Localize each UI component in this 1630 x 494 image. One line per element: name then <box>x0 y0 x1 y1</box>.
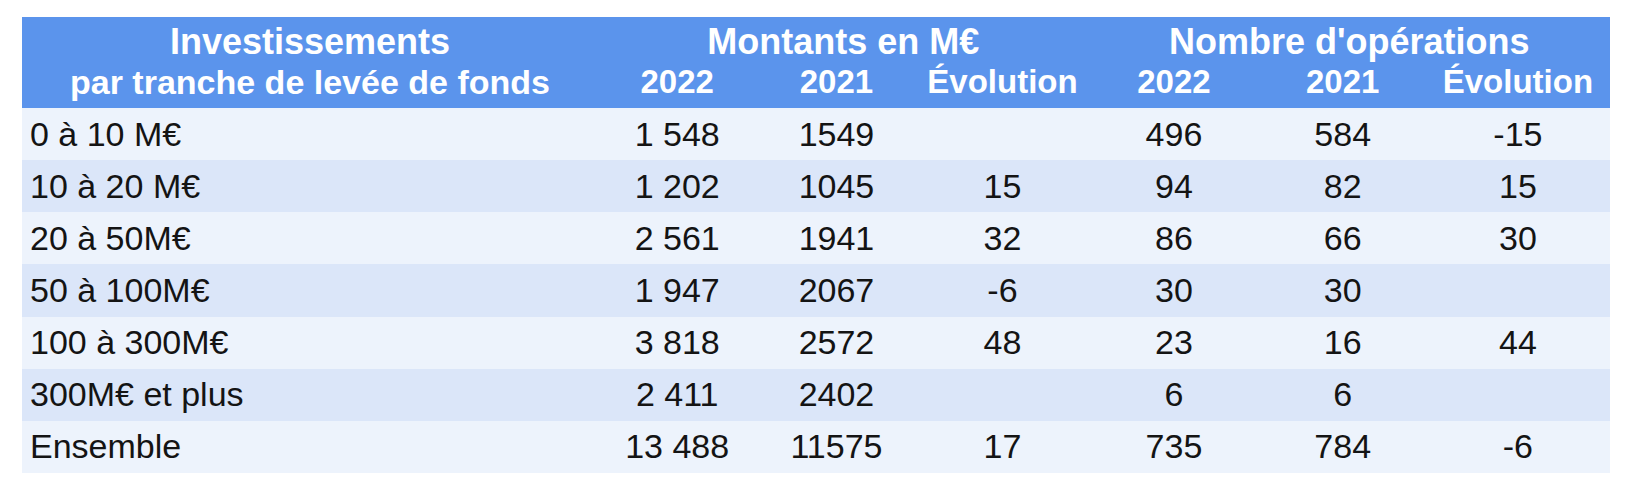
header-operations-2022: 2022 <box>1088 63 1259 101</box>
header-operations-2021: 2021 <box>1259 63 1425 101</box>
header-montants-2021: 2021 <box>756 63 916 101</box>
row-label: 100 à 300M€ <box>22 323 598 362</box>
investments-table: Investissements Montants en M€ Nombre d'… <box>22 17 1610 473</box>
cell-montants-2021: 1941 <box>756 219 916 258</box>
row-label: 300M€ et plus <box>22 375 598 414</box>
cell-operations-evolution: 15 <box>1426 167 1610 206</box>
row-label: 50 à 100M€ <box>22 271 598 310</box>
header-montants-evolution: Évolution <box>916 63 1088 101</box>
cell-montants-2022: 2 411 <box>598 375 756 414</box>
cell-montants-2021: 11575 <box>756 427 916 466</box>
cell-operations-2021: 82 <box>1259 167 1425 206</box>
table-row: 50 à 100M€ 1 947 2067 -6 30 30 <box>22 264 1610 316</box>
header-operations-evolution: Évolution <box>1426 63 1610 101</box>
cell-operations-2022: 23 <box>1088 323 1259 362</box>
row-label: Ensemble <box>22 427 598 466</box>
header-montants-2022: 2022 <box>598 63 756 101</box>
cell-operations-evolution: -15 <box>1426 115 1610 154</box>
cell-montants-evolution: 48 <box>916 323 1088 362</box>
cell-operations-evolution: -6 <box>1426 427 1610 466</box>
table-row: 20 à 50M€ 2 561 1941 32 86 66 30 <box>22 212 1610 264</box>
header-title-line2: par tranche de levée de fonds <box>22 63 598 101</box>
cell-montants-evolution: 15 <box>916 167 1088 206</box>
header-title-line1: Investissements <box>22 22 598 62</box>
cell-operations-2021: 6 <box>1259 375 1425 414</box>
cell-montants-2021: 2572 <box>756 323 916 362</box>
cell-montants-evolution: 17 <box>916 427 1088 466</box>
table-row: 0 à 10 M€ 1 548 1549 496 584 -15 <box>22 108 1610 160</box>
cell-montants-2022: 2 561 <box>598 219 756 258</box>
cell-montants-2022: 1 548 <box>598 115 756 154</box>
cell-operations-2022: 94 <box>1088 167 1259 206</box>
cell-montants-2022: 13 488 <box>598 427 756 466</box>
table-body: 0 à 10 M€ 1 548 1549 496 584 -15 10 à 20… <box>22 108 1610 473</box>
cell-operations-2022: 496 <box>1088 115 1259 154</box>
cell-montants-evolution: -6 <box>916 271 1088 310</box>
cell-operations-evolution: 30 <box>1426 219 1610 258</box>
cell-operations-2022: 6 <box>1088 375 1259 414</box>
cell-montants-2021: 1045 <box>756 167 916 206</box>
cell-operations-2021: 584 <box>1259 115 1425 154</box>
table-row: 10 à 20 M€ 1 202 1045 15 94 82 15 <box>22 160 1610 212</box>
row-label: 20 à 50M€ <box>22 219 598 258</box>
cell-operations-evolution: 44 <box>1426 323 1610 362</box>
cell-operations-2021: 30 <box>1259 271 1425 310</box>
cell-operations-2021: 16 <box>1259 323 1425 362</box>
cell-operations-2022: 86 <box>1088 219 1259 258</box>
cell-montants-2021: 2067 <box>756 271 916 310</box>
table-header: Investissements Montants en M€ Nombre d'… <box>22 17 1610 108</box>
cell-operations-2021: 66 <box>1259 219 1425 258</box>
header-group-operations: Nombre d'opérations <box>1088 22 1609 62</box>
header-group-row: Investissements Montants en M€ Nombre d'… <box>22 22 1610 62</box>
cell-montants-2021: 1549 <box>756 115 916 154</box>
cell-operations-2022: 735 <box>1088 427 1259 466</box>
row-label: 10 à 20 M€ <box>22 167 598 206</box>
cell-operations-2022: 30 <box>1088 271 1259 310</box>
header-group-montants: Montants en M€ <box>598 22 1089 62</box>
header-sub-row: par tranche de levée de fonds 2022 2021 … <box>22 63 1610 101</box>
cell-montants-2022: 1 947 <box>598 271 756 310</box>
cell-montants-2022: 1 202 <box>598 167 756 206</box>
cell-montants-evolution: 32 <box>916 219 1088 258</box>
cell-montants-2021: 2402 <box>756 375 916 414</box>
cell-montants-2022: 3 818 <box>598 323 756 362</box>
table-row: 300M€ et plus 2 411 2402 6 6 <box>22 369 1610 421</box>
row-label: 0 à 10 M€ <box>22 115 598 154</box>
cell-operations-2021: 784 <box>1259 427 1425 466</box>
table-row: Ensemble 13 488 11575 17 735 784 -6 <box>22 421 1610 473</box>
table-row: 100 à 300M€ 3 818 2572 48 23 16 44 <box>22 317 1610 369</box>
